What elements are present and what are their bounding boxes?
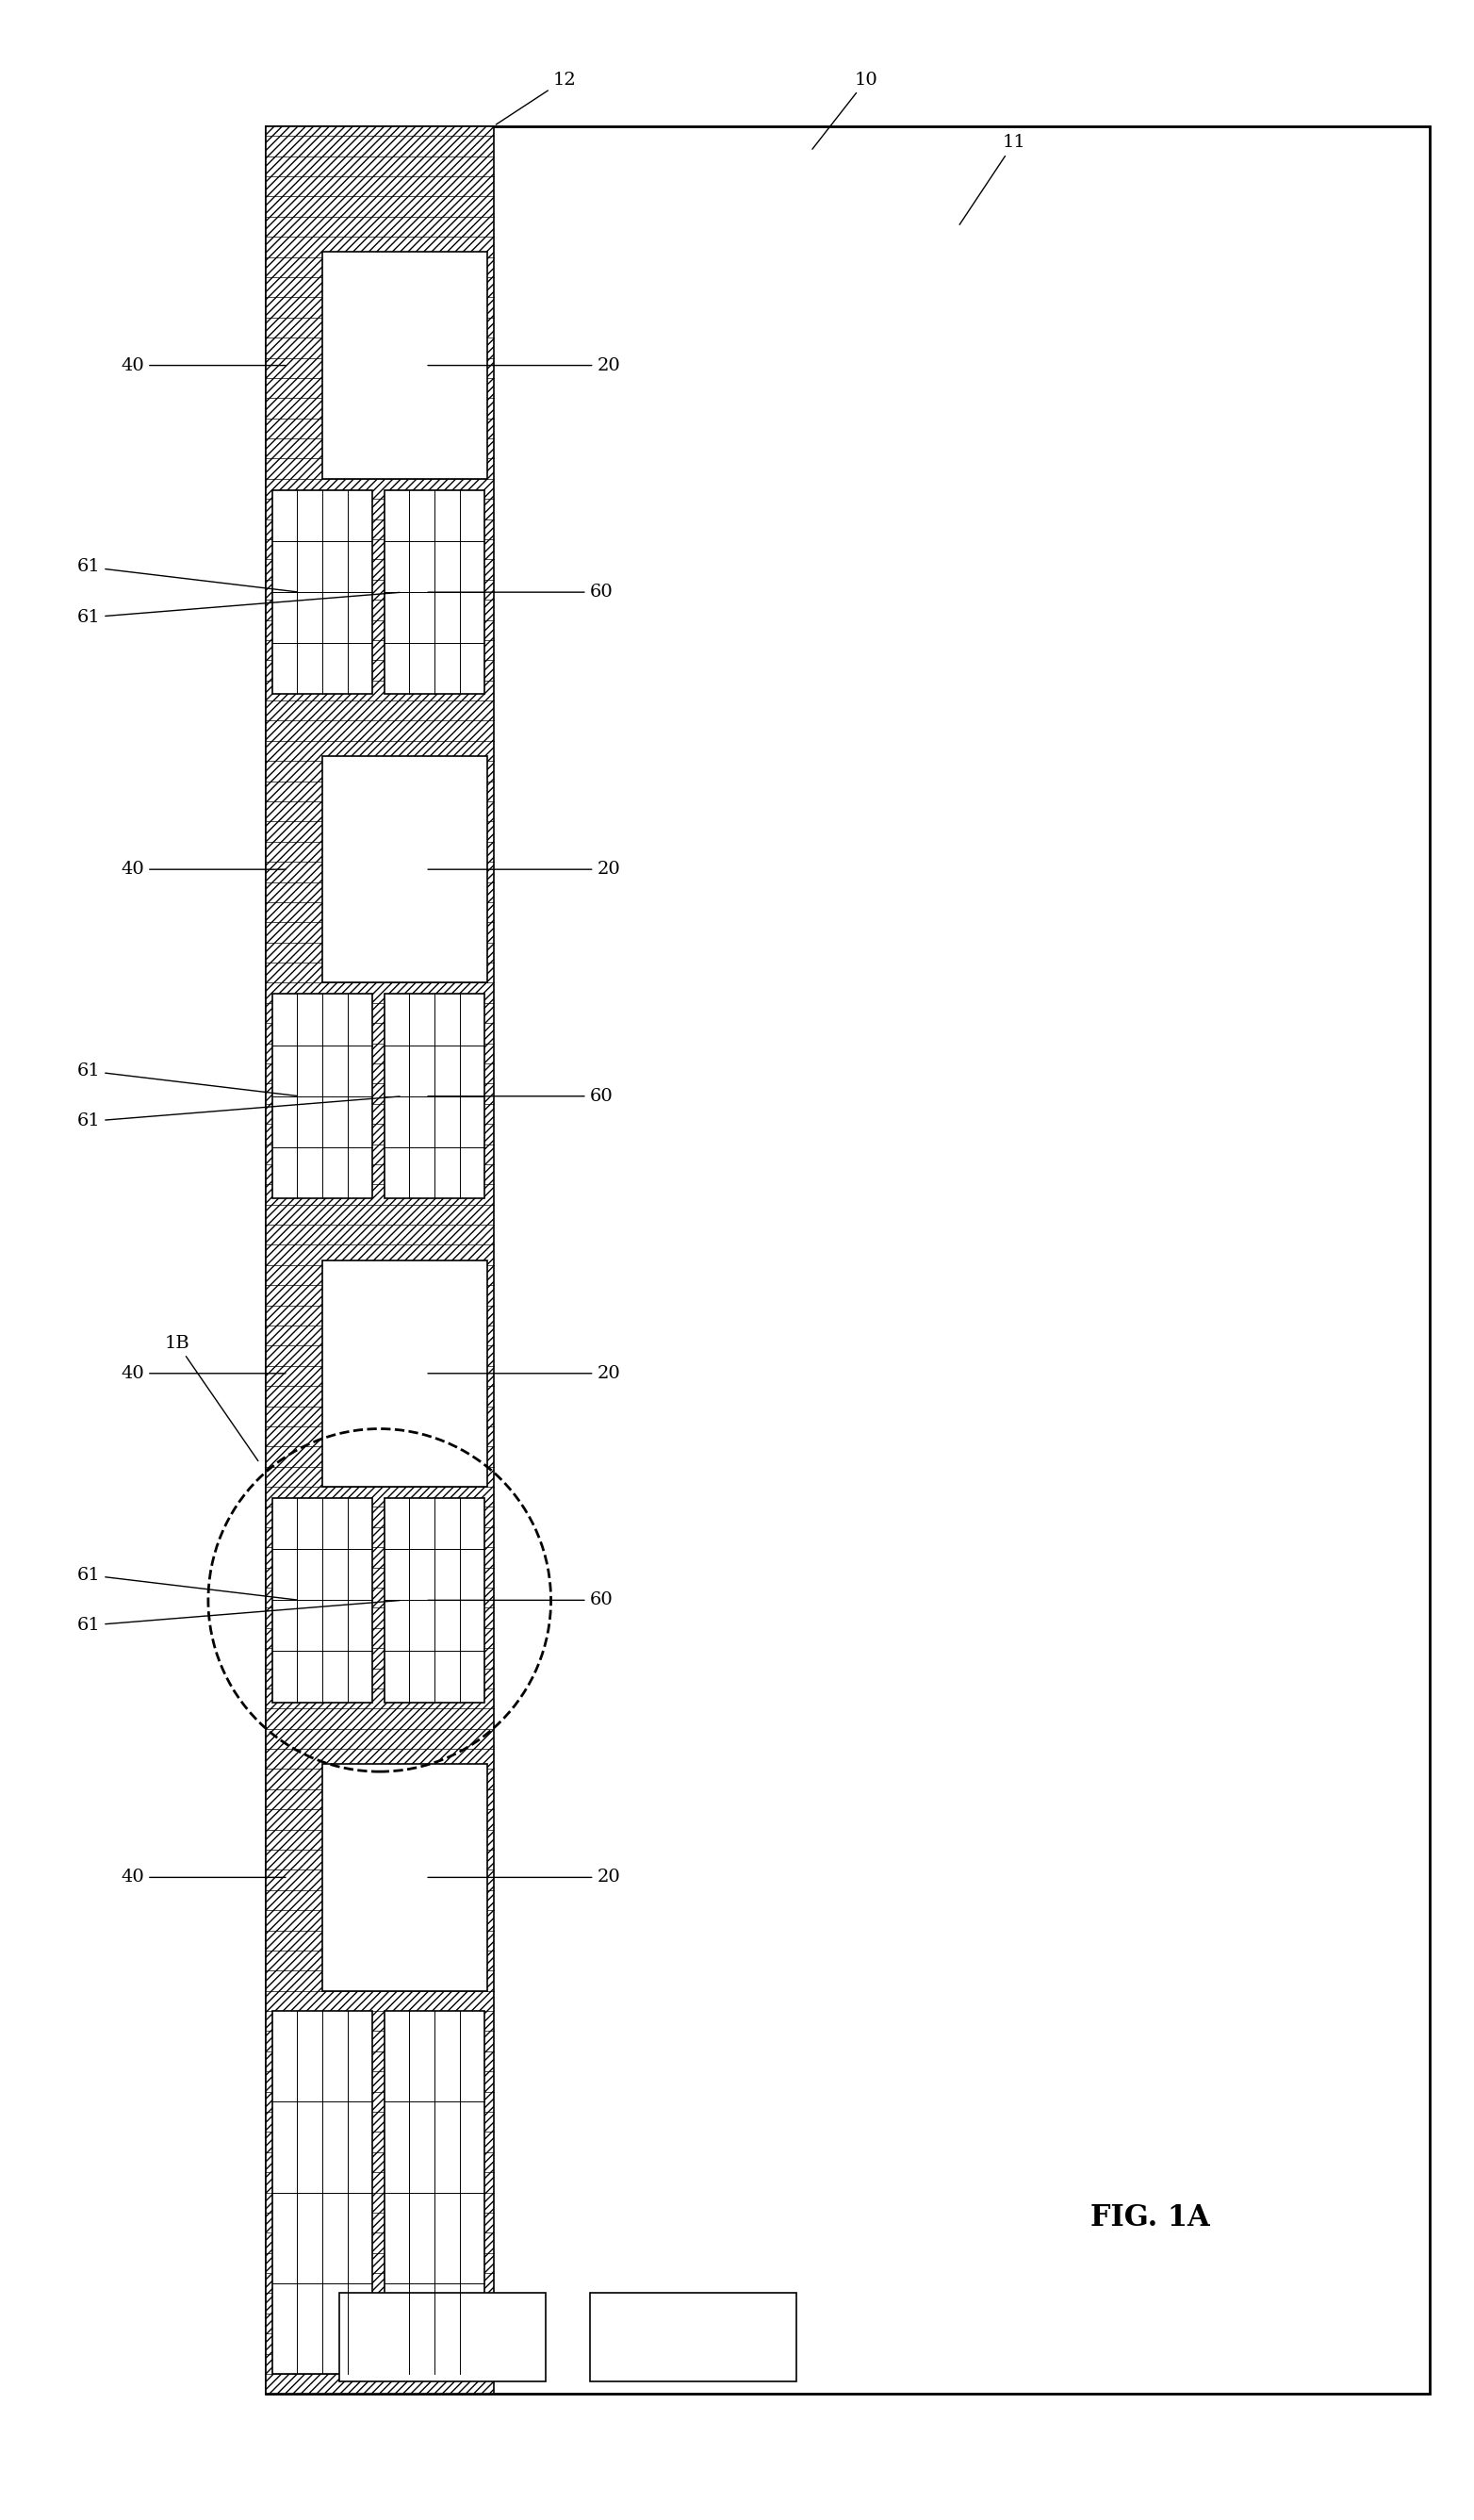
Text: 20: 20 bbox=[427, 862, 621, 877]
Bar bbox=[339, 2293, 545, 2381]
Text: 1B: 1B bbox=[164, 1336, 258, 1462]
FancyBboxPatch shape bbox=[265, 126, 1430, 2394]
Bar bbox=[385, 995, 485, 1200]
Text: 40: 40 bbox=[121, 358, 286, 373]
Bar bbox=[273, 489, 373, 693]
Text: 40: 40 bbox=[121, 862, 286, 877]
Bar bbox=[265, 126, 494, 2394]
Text: 60: 60 bbox=[427, 1089, 613, 1104]
Bar bbox=[323, 252, 486, 479]
Bar bbox=[323, 1764, 486, 1991]
Text: 60: 60 bbox=[427, 585, 613, 600]
Text: 11: 11 bbox=[960, 134, 1026, 224]
Bar bbox=[323, 756, 486, 983]
Text: 61: 61 bbox=[77, 592, 399, 625]
Text: 40: 40 bbox=[121, 1366, 286, 1381]
Text: 12: 12 bbox=[495, 71, 576, 123]
Text: 61: 61 bbox=[77, 1063, 296, 1096]
Text: 20: 20 bbox=[427, 358, 621, 373]
Text: 61: 61 bbox=[77, 559, 296, 592]
Bar bbox=[323, 1260, 486, 1487]
Text: 20: 20 bbox=[427, 1870, 621, 1885]
Bar bbox=[385, 1497, 485, 1704]
Text: 10: 10 bbox=[812, 71, 879, 149]
Text: 40: 40 bbox=[121, 1870, 286, 1885]
Bar bbox=[385, 489, 485, 693]
Text: 61: 61 bbox=[77, 1096, 399, 1129]
Bar bbox=[590, 2293, 796, 2381]
Bar bbox=[385, 2011, 485, 2374]
Text: FIG. 1A: FIG. 1A bbox=[1091, 2202, 1209, 2233]
Bar bbox=[273, 1497, 373, 1704]
Bar bbox=[273, 2011, 373, 2374]
Text: 20: 20 bbox=[427, 1366, 621, 1381]
Text: 61: 61 bbox=[77, 1600, 399, 1633]
Text: 61: 61 bbox=[77, 1567, 296, 1600]
Text: 60: 60 bbox=[427, 1593, 613, 1608]
Bar bbox=[273, 995, 373, 1200]
